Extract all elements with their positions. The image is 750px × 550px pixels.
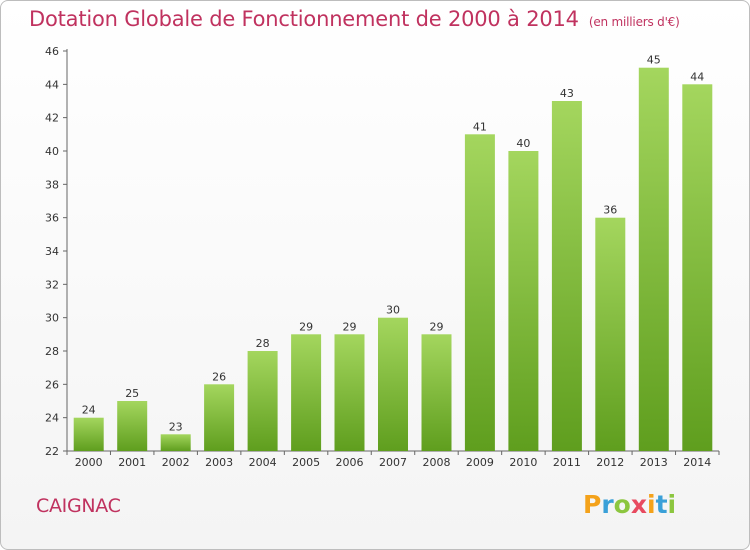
x-tick-label-2000: 2000 [75, 456, 103, 469]
value-label-2009: 41 [473, 120, 487, 133]
y-tick-label: 30 [45, 312, 59, 325]
logo-letter: r [601, 490, 614, 519]
value-label-2012: 36 [603, 204, 617, 217]
x-tick-label-2008: 2008 [423, 456, 451, 469]
logo-letter: i [647, 490, 656, 519]
x-tick-label-2001: 2001 [118, 456, 146, 469]
value-label-2008: 29 [430, 320, 444, 333]
bars [73, 67, 713, 452]
title-text: Dotation Globale de Fonctionnement de 20… [29, 7, 579, 31]
proxiti-logo: Proxiti [583, 490, 676, 519]
logo-letter: i [667, 490, 677, 519]
x-tick-label-2014: 2014 [683, 456, 711, 469]
bar-2012 [595, 217, 626, 451]
x-tick-label-2006: 2006 [336, 456, 364, 469]
y-tick-label: 38 [45, 178, 59, 191]
commune-name: CAIGNAC [36, 495, 121, 517]
x-tick-label-2012: 2012 [596, 456, 624, 469]
value-label-2011: 43 [560, 87, 574, 100]
chart-title: Dotation Globale de Fonctionnement de 20… [29, 7, 680, 31]
x-tick-label-2013: 2013 [640, 456, 668, 469]
x-tick-label-2010: 2010 [509, 456, 537, 469]
y-tick-label: 42 [45, 112, 59, 125]
x-tick-label-2007: 2007 [379, 456, 407, 469]
bar-2002 [160, 434, 191, 451]
y-tick-label: 32 [45, 278, 59, 291]
value-label-2000: 24 [82, 404, 96, 417]
logo-letter: x [630, 490, 647, 519]
y-tick-label: 24 [45, 412, 59, 425]
x-tick-label-2003: 2003 [205, 456, 233, 469]
value-label-2006: 29 [343, 320, 357, 333]
bar-2013 [638, 67, 669, 451]
value-label-2013: 45 [647, 54, 661, 67]
bar-2009 [464, 134, 495, 452]
value-label-2005: 29 [299, 320, 313, 333]
x-tick-label-2004: 2004 [249, 456, 277, 469]
y-tick-label: 40 [45, 145, 59, 158]
value-label-2003: 26 [212, 370, 226, 383]
x-tick-label-2002: 2002 [162, 456, 190, 469]
y-tick-label: 28 [45, 345, 59, 358]
y-tick-label: 44 [45, 78, 59, 91]
value-label-2007: 30 [386, 304, 400, 317]
y-tick-label: 22 [45, 445, 59, 458]
value-label-2010: 40 [516, 137, 530, 150]
value-label-2014: 44 [690, 70, 704, 83]
bar-2007 [378, 317, 408, 451]
bar-2014 [682, 84, 713, 452]
bar-2011 [551, 101, 582, 451]
bar-2004 [247, 351, 278, 451]
bar-2001 [117, 401, 148, 451]
y-tick-label: 26 [45, 378, 59, 391]
bar-2010 [508, 151, 539, 451]
value-label-2002: 23 [169, 420, 183, 433]
logo-letter: t [655, 490, 668, 519]
value-label-2001: 25 [125, 387, 139, 400]
x-tick-label-2009: 2009 [466, 456, 494, 469]
y-tick-label: 34 [45, 245, 59, 258]
bar-2006 [334, 334, 365, 451]
axes: 22 24 26 28 30 32 34 36 38 40 42 44 46 [45, 45, 720, 458]
logo-letter: P [583, 490, 602, 519]
chart-subtitle: (en milliers d'€) [588, 15, 680, 29]
x-tick-label-2011: 2011 [553, 456, 581, 469]
labels: 24 2000 25 2001 23 2002 26 2003 28 2004 29 2005 29 20… [75, 54, 712, 469]
logo-letter: o [613, 490, 631, 519]
bar-2005 [291, 334, 322, 451]
y-tick-label: 46 [45, 45, 59, 58]
bar-2000 [73, 417, 104, 451]
bar-2008 [421, 334, 452, 451]
value-label-2004: 28 [256, 337, 270, 350]
x-tick-label-2005: 2005 [292, 456, 320, 469]
bar-2003 [204, 384, 235, 451]
y-tick-label: 36 [45, 212, 59, 225]
